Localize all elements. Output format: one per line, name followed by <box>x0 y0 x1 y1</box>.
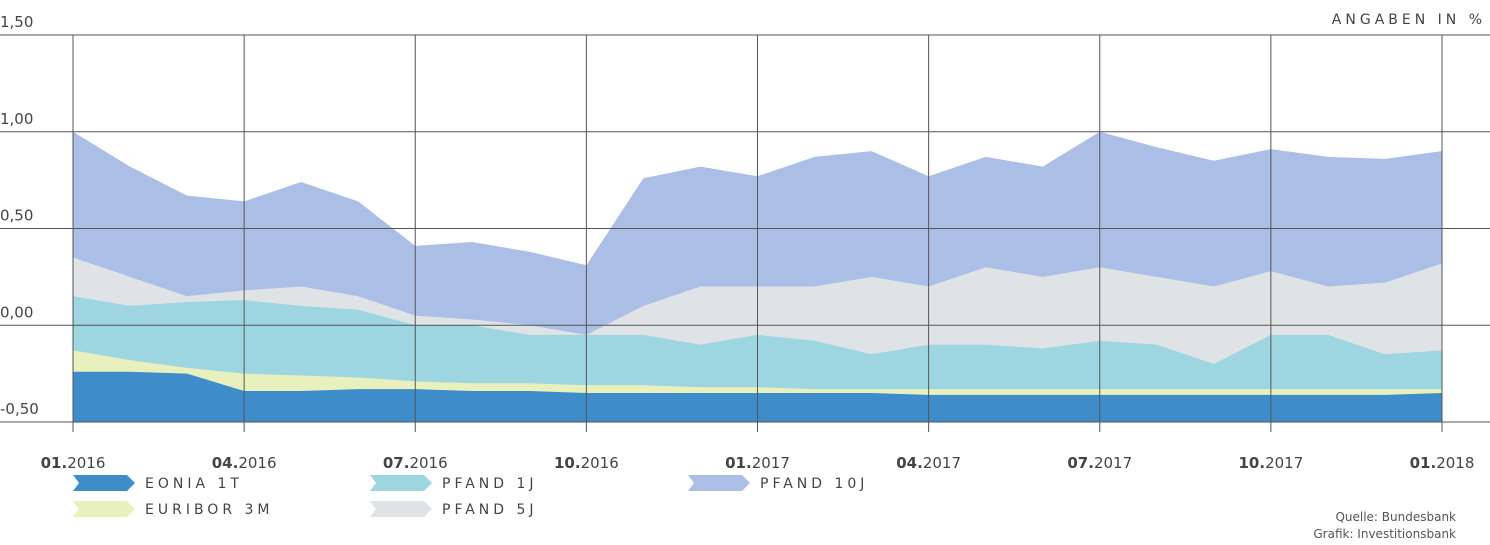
x-tick-label: 10.2016 <box>554 454 619 472</box>
legend-swatch <box>370 475 432 491</box>
x-tick-label: 01.2017 <box>725 454 790 472</box>
x-tick-label: 07.2016 <box>383 454 448 472</box>
unit-label: ANGABEN IN % <box>1332 12 1486 28</box>
x-tick-label: 01.2016 <box>41 454 106 472</box>
x-tick-label: 04.2016 <box>212 454 277 472</box>
legend-label: PFAND 5J <box>442 502 538 518</box>
legend-label: PFAND 1J <box>442 476 538 492</box>
source: Quelle: Bundesbank <box>1335 510 1456 524</box>
y-tick-label: 1,00 <box>0 110 33 128</box>
x-tick-label: 07.2017 <box>1067 454 1132 472</box>
credit: Grafik: Investitionsbank <box>1313 527 1456 541</box>
legend-swatch <box>73 501 135 517</box>
y-tick-label: 0,50 <box>0 207 33 225</box>
x-tick-label: 10.2017 <box>1238 454 1303 472</box>
y-tick-label: 1,50 <box>0 13 33 31</box>
legend-swatch <box>73 475 135 491</box>
legend-swatch <box>688 475 750 491</box>
y-tick-label: -0,50 <box>0 400 39 418</box>
x-tick-label: 01.2018 <box>1410 454 1475 472</box>
legend-label: EONIA 1T <box>145 476 243 492</box>
legend-swatch <box>370 501 432 517</box>
y-tick-label: 0,00 <box>0 303 33 321</box>
legend-label: PFAND 10J <box>760 476 868 492</box>
legend-label: EURIBOR 3M <box>145 502 274 518</box>
x-tick-label: 04.2017 <box>896 454 961 472</box>
